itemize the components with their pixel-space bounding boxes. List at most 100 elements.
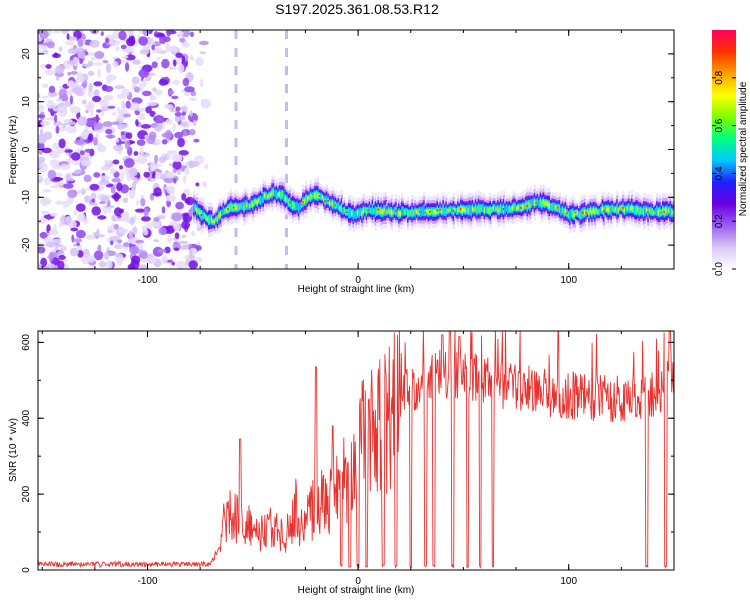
noise-blob bbox=[190, 31, 194, 38]
noise-blob bbox=[80, 131, 89, 140]
ridge-cell bbox=[292, 202, 295, 209]
ridge-cell bbox=[440, 210, 444, 214]
ridge-cell bbox=[379, 208, 382, 214]
ridge-cell bbox=[589, 208, 592, 213]
noise-blob bbox=[109, 235, 120, 242]
ridge-cell bbox=[233, 206, 236, 209]
colorbar-tick-label: 0.2 bbox=[714, 214, 725, 228]
noise-blob bbox=[136, 139, 146, 147]
noise-blob bbox=[149, 93, 154, 102]
ridge-cell bbox=[272, 188, 275, 196]
ridge-cell bbox=[480, 205, 483, 212]
ridge-cell bbox=[256, 201, 259, 205]
noise-blob bbox=[191, 57, 195, 61]
ridge-cell bbox=[281, 191, 284, 198]
noise-blob bbox=[189, 161, 200, 167]
noise-blob bbox=[188, 208, 193, 217]
noise-blob bbox=[146, 101, 158, 106]
ridge-cell bbox=[216, 216, 219, 223]
noise-blob bbox=[117, 239, 123, 244]
noise-blob bbox=[95, 133, 100, 139]
ridge-cell bbox=[491, 207, 494, 213]
noise-blob bbox=[119, 123, 128, 129]
noise-blob bbox=[93, 122, 104, 130]
ridge-cell bbox=[380, 209, 383, 214]
noise-blob bbox=[52, 107, 62, 112]
ridge-cell bbox=[451, 206, 454, 215]
noise-blob bbox=[118, 30, 127, 41]
noise-blob bbox=[152, 47, 163, 54]
ridge-cell bbox=[308, 196, 311, 200]
noise-blob bbox=[161, 255, 168, 265]
y-tick-label: -20 bbox=[21, 237, 32, 252]
ridge-cell bbox=[219, 212, 222, 217]
ridge-cell bbox=[427, 210, 430, 215]
ridge-cell bbox=[268, 194, 271, 198]
x-tick-label: -100 bbox=[138, 275, 158, 286]
noise-blob bbox=[60, 215, 67, 225]
noise-blob bbox=[65, 101, 72, 107]
ridge-cell bbox=[471, 206, 475, 211]
noise-blob bbox=[142, 78, 147, 88]
noise-blob bbox=[40, 120, 51, 127]
noise-blob bbox=[161, 139, 168, 145]
ridge-cell bbox=[401, 206, 404, 217]
noise-blob bbox=[90, 57, 96, 61]
ridge-cell bbox=[323, 196, 326, 202]
ridge-cell bbox=[504, 206, 507, 214]
noise-blob bbox=[132, 59, 142, 65]
noise-blob bbox=[65, 146, 70, 151]
colorbar-tick-label: 0.4 bbox=[714, 166, 725, 180]
ridge-cell bbox=[609, 207, 612, 213]
ridge-cell bbox=[522, 205, 525, 209]
noise-blob bbox=[77, 39, 84, 47]
noise-blob bbox=[88, 133, 94, 143]
ridge-cell bbox=[477, 204, 480, 212]
noise-blob bbox=[174, 131, 184, 139]
ridge-cell bbox=[221, 209, 224, 217]
y-tick-label: 20 bbox=[21, 48, 32, 60]
noise-blob bbox=[97, 215, 107, 220]
noise-blob bbox=[67, 36, 78, 41]
ridge-cell bbox=[199, 210, 202, 215]
noise-blob bbox=[129, 245, 140, 255]
noise-blob bbox=[175, 52, 183, 58]
noise-blob bbox=[121, 218, 128, 222]
noise-blob bbox=[172, 79, 181, 85]
ridge-cell bbox=[489, 207, 492, 215]
ridge-cell bbox=[209, 214, 212, 225]
ridge-cell bbox=[358, 210, 361, 217]
noise-blob bbox=[99, 99, 110, 107]
ridge-cell bbox=[499, 205, 503, 212]
ridge-cell bbox=[653, 211, 656, 215]
ridge-cell bbox=[529, 203, 532, 208]
noise-blob bbox=[79, 57, 84, 65]
noise-blob bbox=[134, 86, 140, 93]
ridge-cell bbox=[455, 207, 458, 215]
colorbar-label: Normalized spectral amplitude bbox=[738, 81, 749, 216]
ridge-cell bbox=[345, 211, 348, 214]
noise-blob bbox=[100, 31, 104, 37]
noise-blob bbox=[161, 206, 166, 214]
noise-blob bbox=[153, 239, 160, 243]
noise-blob bbox=[158, 156, 166, 163]
noise-blob bbox=[55, 125, 60, 134]
ridge-cell bbox=[334, 204, 337, 207]
ridge-cell bbox=[606, 207, 609, 211]
ridge-cell bbox=[300, 203, 304, 206]
noise-blob bbox=[88, 82, 93, 93]
ridge-cell bbox=[241, 201, 245, 211]
noise-blob bbox=[180, 121, 188, 127]
ridge-cell bbox=[238, 204, 242, 210]
ridge-cell bbox=[592, 208, 595, 213]
ridge-cell bbox=[536, 197, 539, 206]
noise-blob bbox=[93, 62, 104, 66]
ridge-cell bbox=[405, 207, 408, 215]
ridge-cell bbox=[265, 192, 268, 201]
noise-blob bbox=[164, 186, 176, 191]
noise-blob bbox=[100, 166, 109, 171]
noise-blob bbox=[160, 173, 166, 181]
noise-blob bbox=[152, 171, 156, 180]
ridge-cell bbox=[355, 209, 358, 219]
ridge-cell bbox=[271, 191, 274, 196]
